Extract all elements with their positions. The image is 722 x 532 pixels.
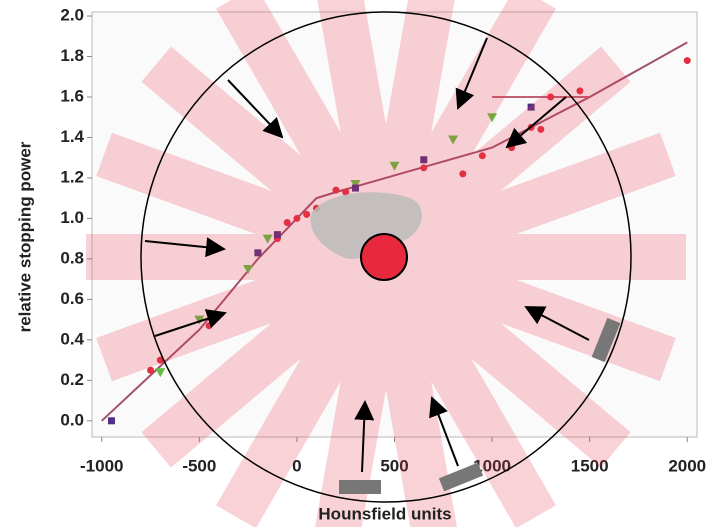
- point: [478, 152, 486, 160]
- point: [350, 180, 361, 190]
- point: [683, 57, 691, 65]
- point: [108, 417, 116, 425]
- point: [342, 188, 350, 196]
- point: [537, 125, 545, 133]
- y-tick-label: 1.4: [60, 127, 84, 146]
- y-tick-label: 1.6: [60, 86, 84, 105]
- point: [459, 170, 467, 178]
- y-tick-label: 0.6: [60, 289, 84, 308]
- y-tick-label: 2.0: [60, 6, 84, 25]
- y-tick-label: 0.8: [60, 248, 84, 267]
- point: [420, 164, 428, 172]
- point: [547, 93, 555, 101]
- point: [243, 265, 254, 275]
- point: [293, 214, 301, 222]
- point: [254, 249, 262, 257]
- x-tick-label: -500: [182, 456, 216, 475]
- point: [527, 103, 535, 111]
- point: [262, 234, 273, 244]
- y-tick-label: 1.0: [60, 208, 84, 227]
- y-axis-label: relative stopping power: [15, 141, 34, 332]
- point: [283, 218, 291, 226]
- x-tick-label: 1000: [473, 456, 511, 475]
- fit-line: [101, 41, 688, 422]
- y-tick-label: 0.2: [60, 370, 84, 389]
- point: [147, 366, 155, 374]
- point: [194, 315, 205, 325]
- point: [576, 87, 584, 95]
- y-tick-label: 1.2: [60, 167, 84, 186]
- point: [273, 231, 281, 239]
- point: [389, 161, 400, 171]
- y-tick-label: 1.8: [60, 46, 84, 65]
- x-tick-label: 500: [380, 456, 408, 475]
- point: [420, 156, 428, 164]
- y-tick-label: 0.0: [60, 410, 84, 429]
- x-tick-label: -1000: [80, 456, 123, 475]
- point: [448, 135, 459, 145]
- x-tick-label: 1500: [571, 456, 609, 475]
- x-tick-label: 2000: [668, 456, 706, 475]
- point: [332, 186, 340, 194]
- point: [487, 113, 498, 123]
- point: [351, 184, 359, 192]
- y-tick-label: 0.4: [60, 329, 84, 348]
- x-tick-label: 0: [292, 456, 301, 475]
- beam-diagram: [86, 0, 686, 532]
- x-axis-label: Hounsfield units: [318, 504, 451, 523]
- point: [155, 368, 166, 378]
- point: [303, 210, 311, 218]
- point: [156, 356, 164, 364]
